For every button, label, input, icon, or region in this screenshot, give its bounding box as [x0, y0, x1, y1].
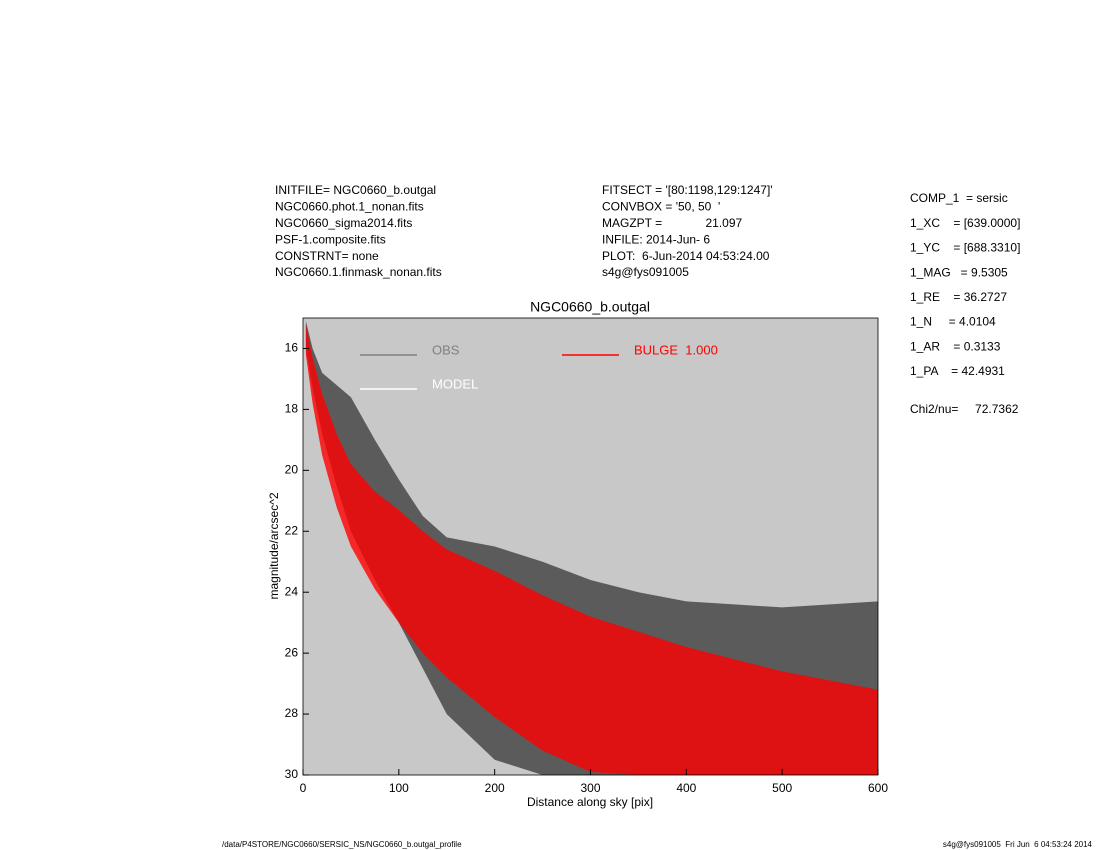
- header-left-line: NGC0660.1.finmask_nonan.fits: [275, 265, 442, 279]
- chart-title: NGC0660_b.outgal: [530, 299, 650, 315]
- x-tick-label: 200: [485, 781, 505, 795]
- y-tick-label: 18: [285, 402, 299, 416]
- header-left-line: INITFILE= NGC0660_b.outgal: [275, 183, 436, 197]
- y-tick-label: 24: [285, 584, 299, 598]
- header-middle-line: INFILE: 2014-Jun- 6: [602, 232, 710, 246]
- header-middle-line: s4g@fys091005: [602, 265, 689, 279]
- header-left-line: CONSTRNT= none: [275, 249, 379, 263]
- header-middle-line: CONVBOX = '50, 50 ': [602, 200, 720, 214]
- header-middle-line: MAGZPT = 21.097: [602, 216, 742, 230]
- parameter-line: 1_XC = [639.0000]: [910, 216, 1020, 230]
- y-tick-label: 22: [285, 523, 299, 537]
- y-tick-label: 16: [285, 341, 299, 355]
- x-axis-label: Distance along sky [pix]: [527, 795, 653, 809]
- x-tick-label: 100: [389, 781, 409, 795]
- header-left-line: NGC0660_sigma2014.fits: [275, 216, 412, 230]
- legend-label: OBS: [432, 342, 460, 357]
- x-tick-label: 0: [300, 781, 307, 795]
- footer-left: /data/P4STORE/NGC0660/SERSIC_NS/NGC0660_…: [222, 840, 462, 849]
- x-tick-label: 600: [868, 781, 888, 795]
- y-axis-label: magnitude/arcsec^2: [267, 492, 281, 599]
- parameter-line: 1_N = 4.0104: [910, 315, 996, 329]
- x-tick-label: 400: [676, 781, 696, 795]
- parameter-line: 1_PA = 42.4931: [910, 364, 1005, 378]
- header-middle-line: FITSECT = '[80:1198,129:1247]': [602, 183, 773, 197]
- plot-area: [305, 321, 878, 775]
- y-tick-label: 26: [285, 645, 299, 659]
- chi-square: Chi2/nu= 72.7362: [910, 402, 1019, 416]
- legend-label: BULGE 1.000: [634, 342, 718, 357]
- footer-right: s4g@fys091005 Fri Jun 6 04:53:24 2014: [943, 840, 1093, 849]
- data-band: [305, 324, 878, 775]
- y-tick-label: 28: [285, 706, 299, 720]
- y-tick-label: 30: [285, 767, 299, 781]
- header-left-line: NGC0660.phot.1_nonan.fits: [275, 200, 424, 214]
- x-tick-label: 500: [772, 781, 792, 795]
- parameter-line: 1_YC = [688.3310]: [910, 241, 1020, 255]
- header-middle-line: PLOT: 6-Jun-2014 04:53:24.00: [602, 249, 770, 263]
- legend-label: MODEL: [432, 376, 478, 391]
- parameter-line: 1_MAG = 9.5305: [910, 265, 1008, 279]
- header-left-line: PSF-1.composite.fits: [275, 232, 386, 246]
- parameter-line: 1_AR = 0.3133: [910, 339, 1001, 353]
- x-tick-label: 300: [580, 781, 600, 795]
- parameter-line: 1_RE = 36.2727: [910, 290, 1007, 304]
- y-tick-label: 20: [285, 463, 299, 477]
- parameter-line: COMP_1 = sersic: [910, 191, 1008, 205]
